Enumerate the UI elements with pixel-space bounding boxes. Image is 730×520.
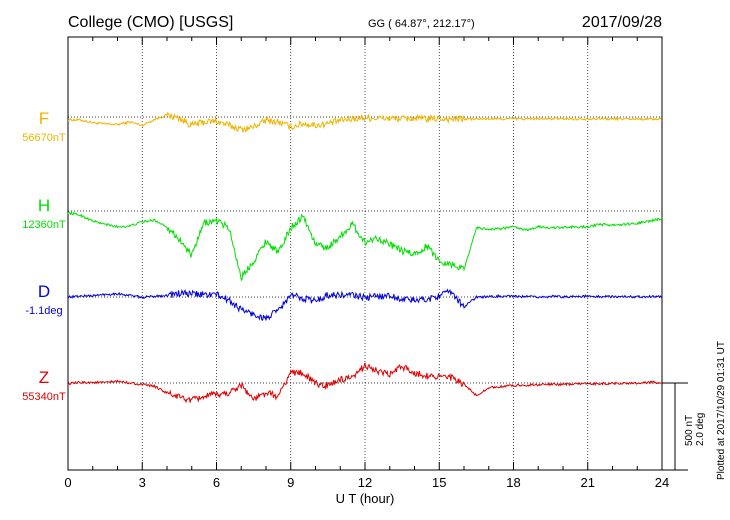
baseline-label-H: 12360nT bbox=[22, 219, 66, 231]
channel-label-D: D bbox=[38, 282, 50, 301]
scale-nt-label: 500 nT bbox=[684, 415, 695, 446]
plotted-timestamp: Plotted at 2017/10/29 01:31 UT bbox=[716, 341, 727, 480]
channel-label-F: F bbox=[39, 109, 49, 128]
baseline-label-F: 56670nT bbox=[22, 132, 66, 144]
baseline-label-D: -1.1deg bbox=[25, 305, 62, 317]
x-tick-label: 18 bbox=[506, 475, 520, 490]
channel-label-Z: Z bbox=[39, 368, 49, 387]
series-line-F bbox=[67, 111, 662, 133]
series-line-D bbox=[67, 288, 663, 321]
series-line-Z bbox=[67, 362, 663, 404]
x-tick-label: 6 bbox=[213, 475, 220, 490]
x-tick-label: 9 bbox=[287, 475, 294, 490]
series-line-H bbox=[67, 210, 663, 282]
series-lines bbox=[67, 111, 663, 404]
grid bbox=[68, 37, 662, 470]
x-tick-label: 0 bbox=[64, 475, 71, 490]
station-title: College (CMO) [USGS] bbox=[68, 14, 233, 31]
channel-label-H: H bbox=[38, 196, 50, 215]
x-axis: 0 3 6 9 12 15 18 21 24 bbox=[64, 37, 669, 490]
x-tick-label: 24 bbox=[655, 475, 669, 490]
baseline-label-Z: 55340nT bbox=[22, 391, 66, 403]
scale-deg-label: 2.0 deg bbox=[695, 413, 706, 446]
x-tick-label: 21 bbox=[581, 475, 595, 490]
scale-bar: 500 nT 2.0 deg bbox=[662, 382, 706, 471]
channel-labels: F 56670nT H 12360nT D -1.1deg Z 55340nT bbox=[22, 109, 66, 403]
x-axis-label: U T (hour) bbox=[336, 491, 395, 506]
station-coords: GG ( 64.87°, 212.17°) bbox=[368, 18, 475, 30]
x-tick-label: 12 bbox=[358, 475, 372, 490]
x-tick-label: 15 bbox=[432, 475, 446, 490]
plot-date: 2017/09/28 bbox=[582, 14, 662, 31]
x-tick-label: 3 bbox=[139, 475, 146, 490]
